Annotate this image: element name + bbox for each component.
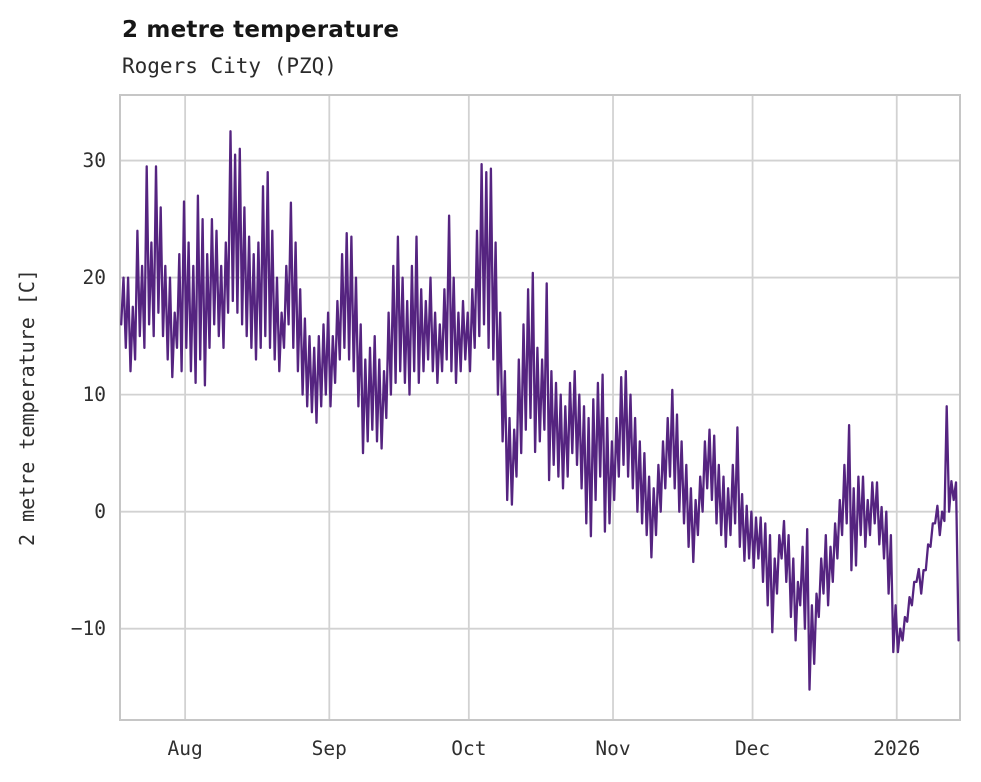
y-tick-label: 0 [94,500,106,523]
plot-border [119,94,961,721]
x-tick-label: 2026 [873,737,920,760]
x-tick-label: Oct [451,737,486,760]
chart-title: 2 metre temperature [122,17,400,43]
y-tick-label: −10 [71,617,106,640]
y-tick-label: 20 [83,266,106,289]
x-tick-label: Dec [735,737,770,760]
x-tick-label: Nov [595,737,630,760]
y-tick-label: 10 [83,383,106,406]
y-tick-label: 30 [83,149,106,172]
y-axis-label: 2 metre temperature [C] [15,269,39,546]
temperature-series-line [120,130,960,691]
x-tick-label: Aug [167,737,202,760]
chart-subtitle: Rogers City (PZQ) [122,54,337,78]
x-tick-label: Sep [312,737,347,760]
